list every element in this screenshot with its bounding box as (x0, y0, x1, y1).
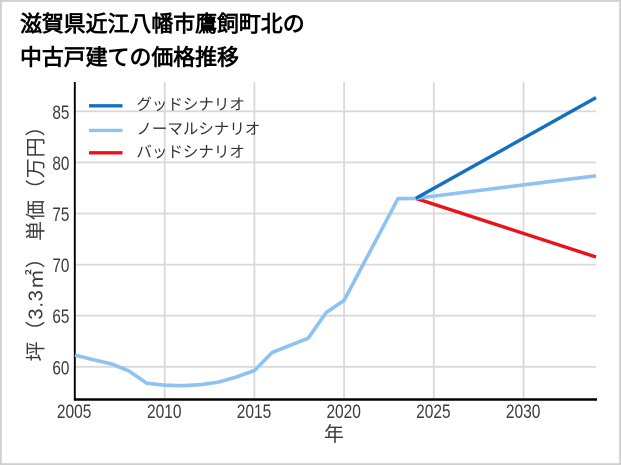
svg-text:2020: 2020 (326, 402, 361, 423)
svg-text:滋賀県近江八幡市鷹飼町北の: 滋賀県近江八幡市鷹飼町北の (20, 11, 305, 36)
svg-text:75: 75 (52, 205, 69, 226)
svg-text:2025: 2025 (416, 402, 451, 423)
svg-text:2010: 2010 (147, 402, 182, 423)
svg-text:2005: 2005 (57, 402, 92, 423)
svg-text:85: 85 (52, 103, 69, 124)
svg-text:65: 65 (52, 307, 69, 328)
svg-text:60: 60 (52, 358, 69, 379)
svg-text:グッドシナリオ: グッドシナリオ (136, 95, 245, 113)
svg-text:坪（3.3㎡） 単価（万円）: 坪（3.3㎡） 単価（万円） (24, 116, 48, 362)
svg-text:2015: 2015 (237, 402, 272, 423)
svg-text:バッドシナリオ: バッドシナリオ (136, 144, 245, 161)
svg-text:2030: 2030 (506, 402, 541, 423)
svg-text:年: 年 (324, 423, 344, 446)
svg-text:ノーマルシナリオ: ノーマルシナリオ (136, 121, 260, 138)
svg-text:80: 80 (52, 154, 69, 175)
svg-text:70: 70 (52, 256, 69, 277)
svg-text:中古戸建ての価格推移: 中古戸建ての価格推移 (20, 45, 239, 70)
